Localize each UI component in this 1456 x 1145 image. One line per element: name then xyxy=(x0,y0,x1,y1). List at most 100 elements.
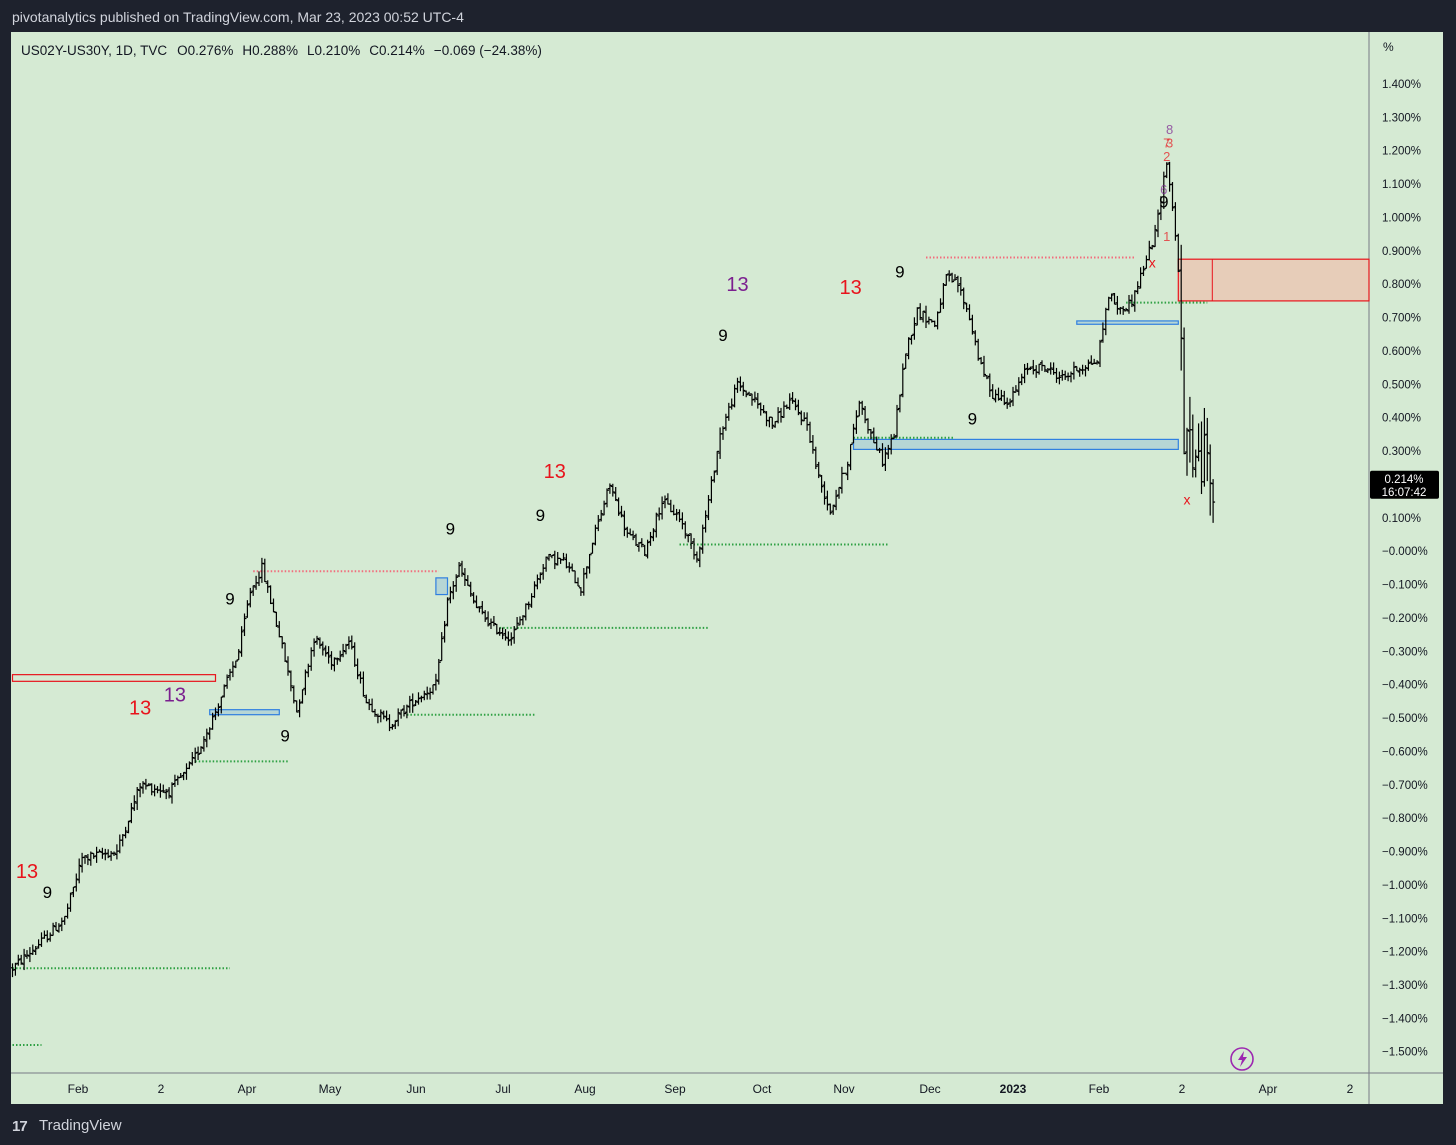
ohlc-bar xyxy=(297,699,302,718)
ohlc-bar xyxy=(346,636,351,650)
ohlc-bar xyxy=(538,572,543,584)
ohlc-bar xyxy=(1164,162,1169,179)
time-axis[interactable]: Feb 2 Apr May Jun Jul Aug Sep Oct Nov Dec 2023 Feb 2 A… xyxy=(68,1082,1354,1096)
chart-background xyxy=(11,32,1443,1104)
td-setup-label-13: 9 xyxy=(968,409,977,428)
bars-layer xyxy=(11,161,1216,978)
ohlc-bar xyxy=(651,528,656,542)
ohlc-bar xyxy=(819,474,824,493)
ohlc-bar xyxy=(599,509,604,522)
ohlc-bar xyxy=(796,399,801,416)
ohlc-bar xyxy=(410,693,415,713)
ohlc-bar xyxy=(900,363,905,398)
ohlc-bar xyxy=(906,337,911,360)
ohlc-bar xyxy=(1121,306,1126,315)
ohlc-bar xyxy=(590,542,595,554)
td-setup-label-8: 9 xyxy=(536,506,545,525)
ohlc-bar xyxy=(1031,359,1036,375)
ohlc-bar xyxy=(300,689,305,704)
lightning-icon[interactable] xyxy=(1230,1047,1254,1071)
ohlc-bar xyxy=(216,703,221,717)
time-tick-label: Feb xyxy=(68,1082,89,1096)
ohlc-bar xyxy=(262,558,267,583)
ohlc-bar xyxy=(854,410,859,434)
ohlc-bar xyxy=(741,381,746,396)
price-tick-label: 1.200% xyxy=(1382,146,1421,158)
ohlc-bar xyxy=(645,539,650,559)
ohlc-bar xyxy=(326,646,331,664)
ohlc-bar xyxy=(230,661,235,678)
time-tick-label: Feb xyxy=(1089,1082,1110,1096)
td-setup-label-0: 13 xyxy=(16,861,38,883)
ohlc-bar xyxy=(561,552,566,561)
red-zone-5 xyxy=(1177,258,1370,302)
ohlc-bar xyxy=(338,650,343,662)
ohlc-bar xyxy=(1025,362,1030,375)
ohlc-bar xyxy=(85,854,90,866)
ohlc-bar xyxy=(1132,290,1137,312)
ohlc-bar xyxy=(1150,244,1155,250)
time-tick-label: 2 xyxy=(1347,1082,1354,1096)
ohlc-bar xyxy=(848,443,853,471)
ohlc-bar xyxy=(938,298,943,313)
ohlc-bar xyxy=(955,275,960,293)
price-axis[interactable]: 1.400% 1.300% 1.200% 1.100% 1.000% 0.900% 0.80… xyxy=(1382,79,1428,1059)
ohlc-bar xyxy=(535,574,540,590)
ohlc-bar xyxy=(886,444,891,460)
red-zone-0 xyxy=(11,674,217,682)
ohlc-bar xyxy=(51,922,56,937)
ohlc-bar xyxy=(178,772,183,779)
ohlc-bar xyxy=(605,488,609,508)
ohlc-bar xyxy=(616,497,621,516)
ohlc-bar xyxy=(984,375,989,380)
price-tick-label: −1.400% xyxy=(1382,1013,1428,1025)
ohlc-bar xyxy=(161,784,166,793)
ohlc-bar xyxy=(146,783,151,787)
ohlc-bar xyxy=(54,921,58,932)
ohlc-bar xyxy=(610,483,615,497)
ohlc-bar xyxy=(141,781,145,794)
ohlc-bar xyxy=(1022,363,1027,384)
time-tick-label: 2 xyxy=(1179,1082,1186,1096)
ohlc-bar xyxy=(509,632,514,646)
ohlc-bar xyxy=(491,616,496,627)
ohlc-bar xyxy=(506,631,511,646)
ohlc-bar xyxy=(619,505,624,518)
price-tick-label: 0.300% xyxy=(1382,446,1421,458)
ohlc-bar xyxy=(1071,361,1076,380)
ohlc-bar xyxy=(950,272,955,283)
ohlc-bar xyxy=(135,787,140,810)
brand-name: TradingView xyxy=(39,1117,122,1134)
ohlc-bar xyxy=(584,566,589,579)
ohlc-bar xyxy=(457,562,462,578)
ohlc-bar xyxy=(45,930,50,943)
ohlc-bar xyxy=(909,334,914,345)
ohlc-bar xyxy=(544,556,549,572)
ohlc-bar xyxy=(897,394,902,413)
ohlc-bar xyxy=(1147,240,1152,261)
price-tick-label: −0.800% xyxy=(1382,813,1428,825)
ohlc-bar xyxy=(822,481,827,505)
price-tick-label: −1.100% xyxy=(1382,913,1428,925)
x-mark-1: x xyxy=(1184,491,1191,507)
ohlc-bar xyxy=(1028,366,1033,370)
ohlc-bar xyxy=(953,274,957,281)
ohlc-bar xyxy=(465,575,470,586)
ohlc-bar xyxy=(390,723,395,730)
ohlc-bar xyxy=(1089,355,1094,365)
blue-zone-1 xyxy=(209,709,280,716)
ohlc-bar xyxy=(349,635,354,650)
ohlc-bar xyxy=(494,623,499,635)
ohlc-bar xyxy=(613,486,618,502)
ohlc-bar xyxy=(312,638,317,657)
ohlc-bar xyxy=(851,423,856,444)
ohlc-bar xyxy=(512,625,517,644)
ohlc-bar xyxy=(996,387,1001,401)
ohlc-bar xyxy=(961,287,966,310)
ohlc-bar xyxy=(863,405,868,424)
ohlc-bar xyxy=(442,620,447,643)
ohlc-bar xyxy=(83,855,87,864)
ohlc-bar xyxy=(500,627,505,640)
